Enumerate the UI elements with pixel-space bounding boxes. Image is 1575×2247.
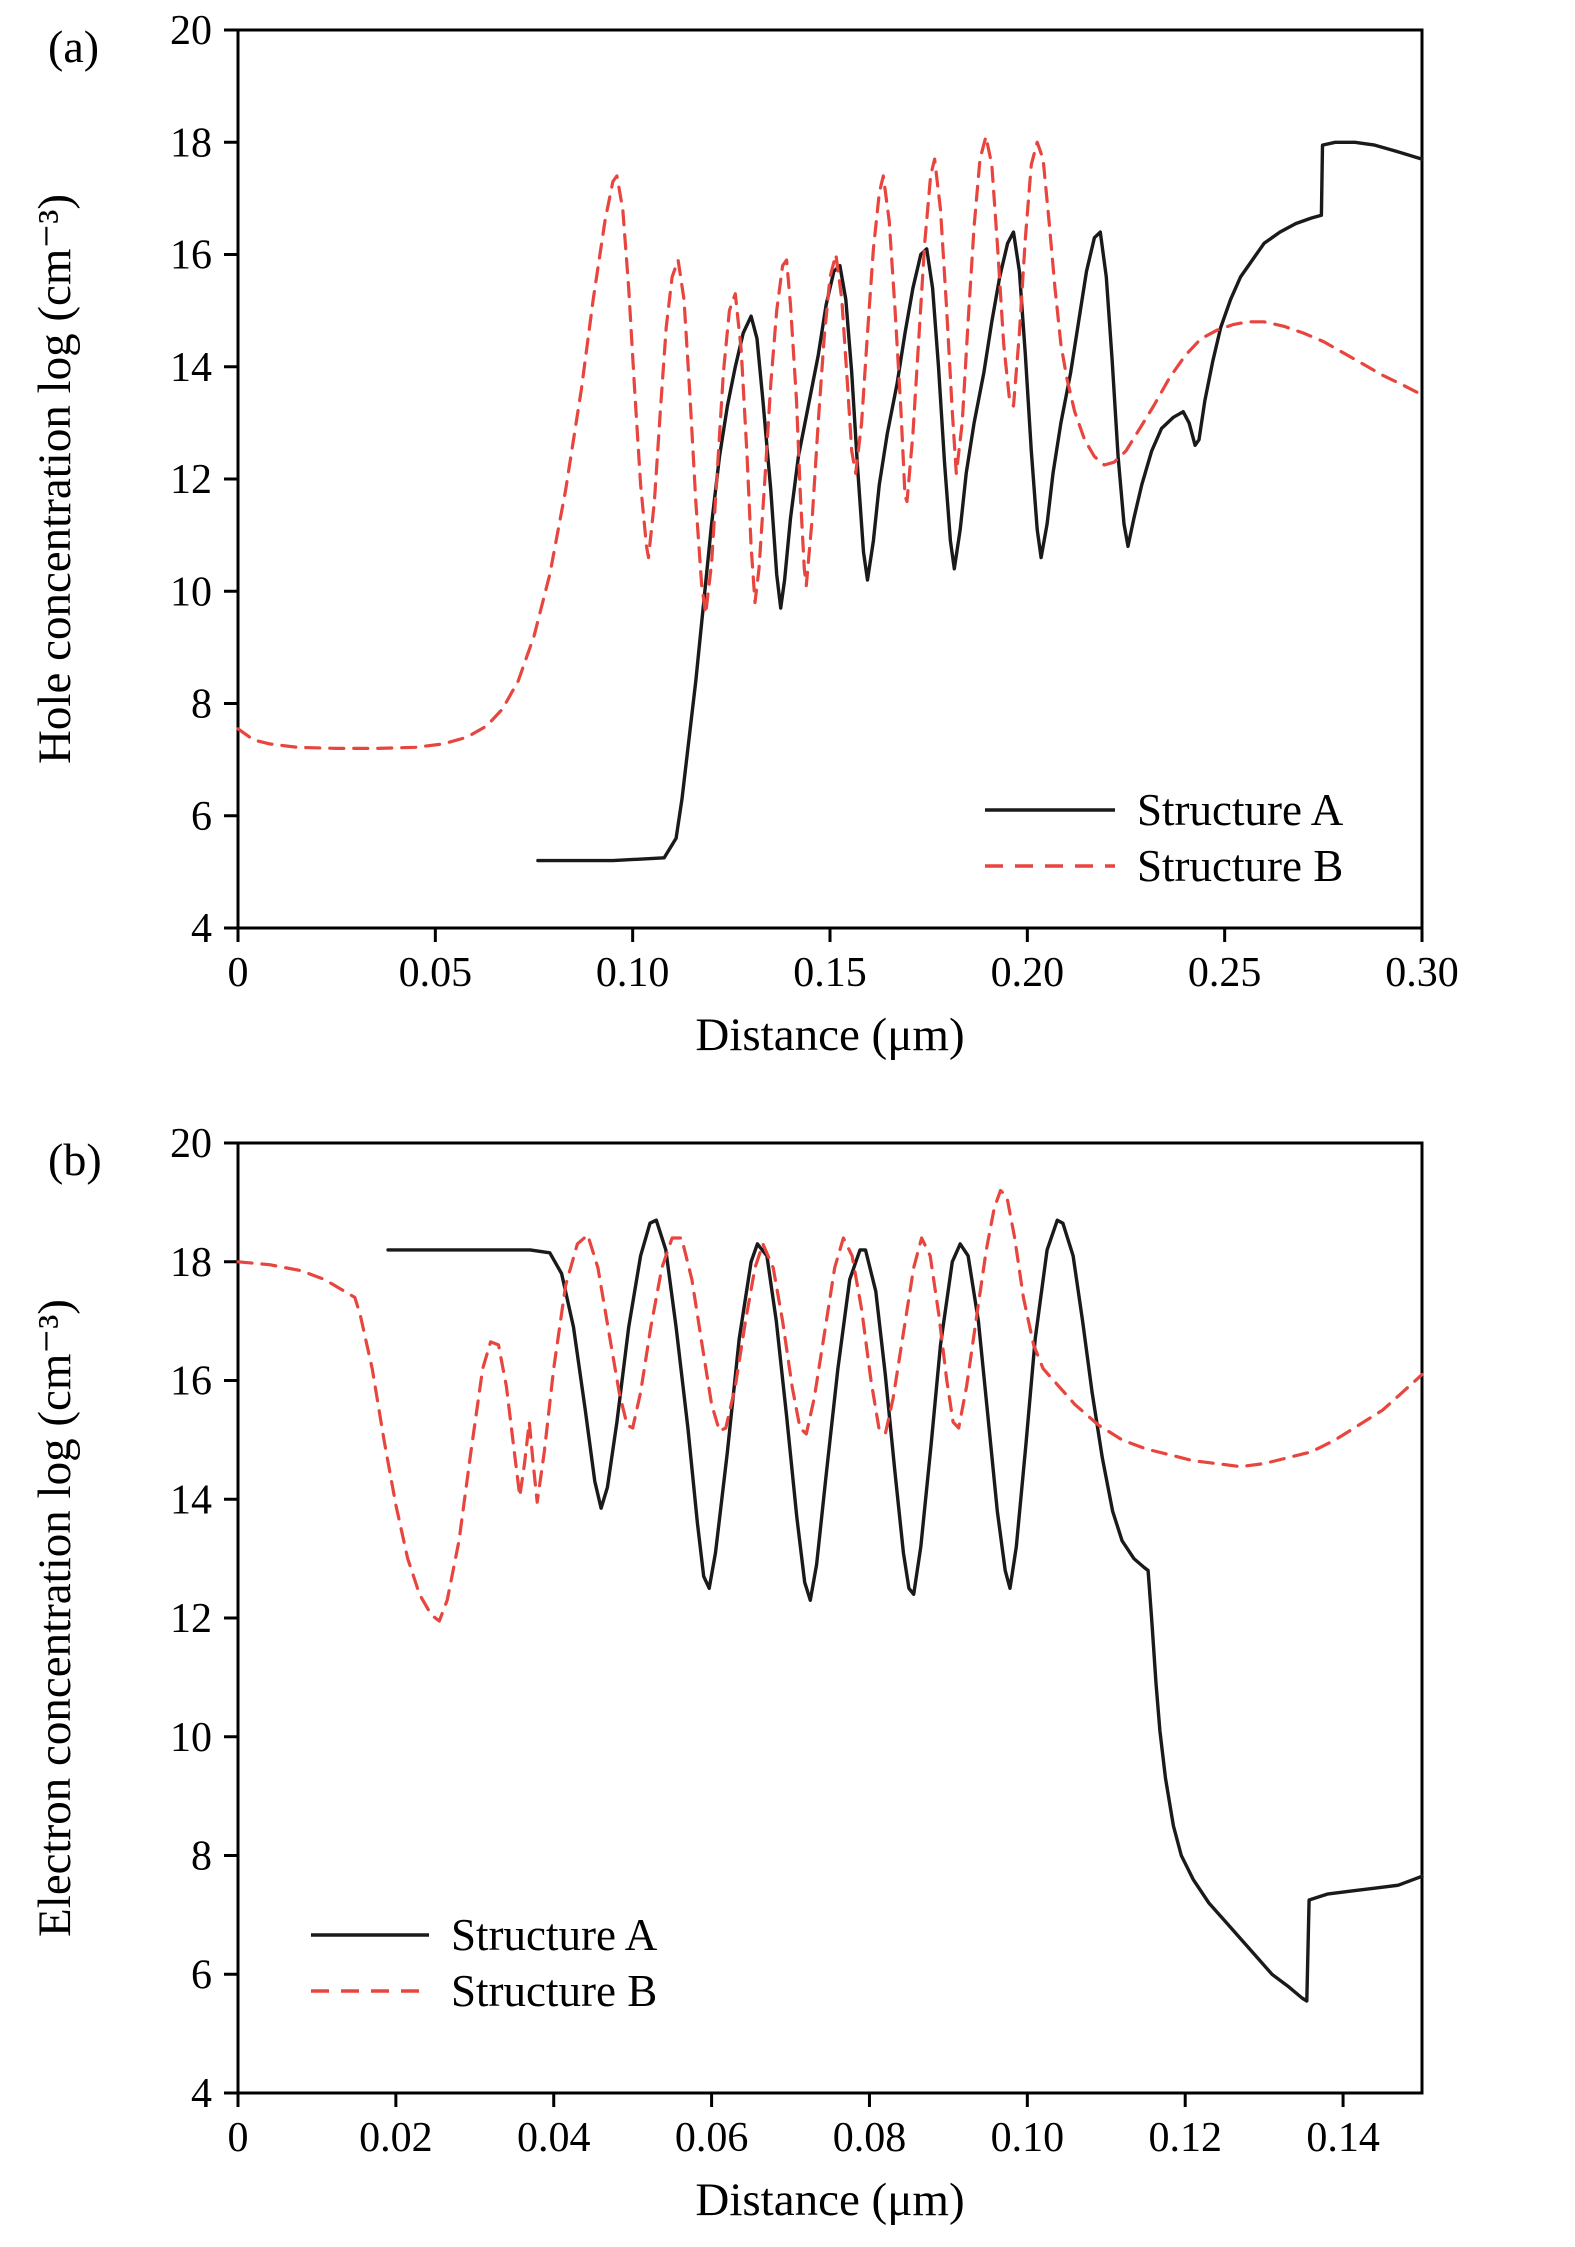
- y-tick-label: 18: [170, 120, 212, 166]
- x-tick-label: 0.25: [1188, 950, 1262, 996]
- x-tick-label: 0.08: [833, 2115, 907, 2161]
- x-tick-label: 0.02: [359, 2115, 433, 2161]
- x-tick-label: 0.10: [991, 2115, 1065, 2161]
- panel-a: 0 0.05 0.10 0.15 0.20 0.25 0.30 4 6 8 10 12 14 16 18 20…: [0, 0, 1575, 1085]
- series-line-structure-a: [536, 140, 1424, 863]
- y-tick-label: 10: [170, 1715, 212, 1761]
- y-axis-label: Electron concentration log (cm⁻³): [29, 1299, 81, 1937]
- y-tick-label: 20: [170, 1121, 212, 1167]
- x-tick-label: 0.05: [399, 950, 473, 996]
- legend-entry-label: Structure B: [451, 1966, 657, 2016]
- x-axis-label: Distance (μm): [695, 2174, 964, 2226]
- x-tick-label: 0: [228, 2115, 249, 2161]
- panel-letter: (b): [48, 1134, 102, 1185]
- plot-frame: [236, 1141, 1424, 2095]
- y-tick-label: 14: [170, 345, 212, 391]
- x-tick-label: 0.06: [675, 2115, 749, 2161]
- x-tick-label: 0.12: [1148, 2115, 1222, 2161]
- y-tick-label: 14: [170, 1477, 212, 1523]
- y-tick-label: 12: [170, 457, 212, 503]
- x-tick-label: 0.04: [517, 2115, 591, 2161]
- series-line-structure-a: [386, 1218, 1424, 2003]
- panel-b: 0 0.02 0.04 0.06 0.08 0.10 0.12 0.14 4 6 8 10 12 14 16…: [0, 1085, 1575, 2247]
- series-line-structure-b: [236, 1188, 1424, 1623]
- panel-a-chart: 0 0.05 0.10 0.15 0.20 0.25 0.30 4 6 8 10 12 14 16 18 20…: [29, 8, 1459, 1061]
- series-line-structure-b: [236, 135, 1424, 751]
- x-tick-label: 0.15: [793, 950, 867, 996]
- y-tick-label: 4: [191, 906, 212, 952]
- legend-entry-label: Structure A: [451, 1910, 658, 1960]
- x-tick-label: 0.20: [991, 950, 1065, 996]
- legend-entry-label: Structure B: [1137, 841, 1343, 891]
- y-tick-label: 20: [170, 8, 212, 54]
- panel-b-chart: 0 0.02 0.04 0.06 0.08 0.10 0.12 0.14 4 6 8 10 12 14 16…: [29, 1121, 1424, 2226]
- y-tick-label: 12: [170, 1596, 212, 1642]
- y-tick-label: 4: [191, 2071, 212, 2117]
- y-tick-label: 6: [191, 1952, 212, 1998]
- x-tick-label: 0.10: [596, 950, 670, 996]
- y-axis-label: Hole concentration log (cm⁻³): [29, 194, 81, 764]
- x-axis-label: Distance (μm): [695, 1009, 964, 1061]
- panel-letter: (a): [48, 21, 99, 72]
- y-tick-label: 6: [191, 794, 212, 840]
- y-tick-label: 16: [170, 1359, 212, 1405]
- x-tick-label: 0: [228, 950, 249, 996]
- y-tick-label: 8: [191, 1834, 212, 1880]
- y-tick-label: 16: [170, 233, 212, 279]
- y-tick-label: 18: [170, 1240, 212, 1286]
- x-tick-label: 0.14: [1306, 2115, 1380, 2161]
- y-tick-label: 10: [170, 569, 212, 615]
- legend-entry-label: Structure A: [1137, 785, 1344, 835]
- x-tick-label: 0.30: [1385, 950, 1459, 996]
- y-tick-label: 8: [191, 682, 212, 728]
